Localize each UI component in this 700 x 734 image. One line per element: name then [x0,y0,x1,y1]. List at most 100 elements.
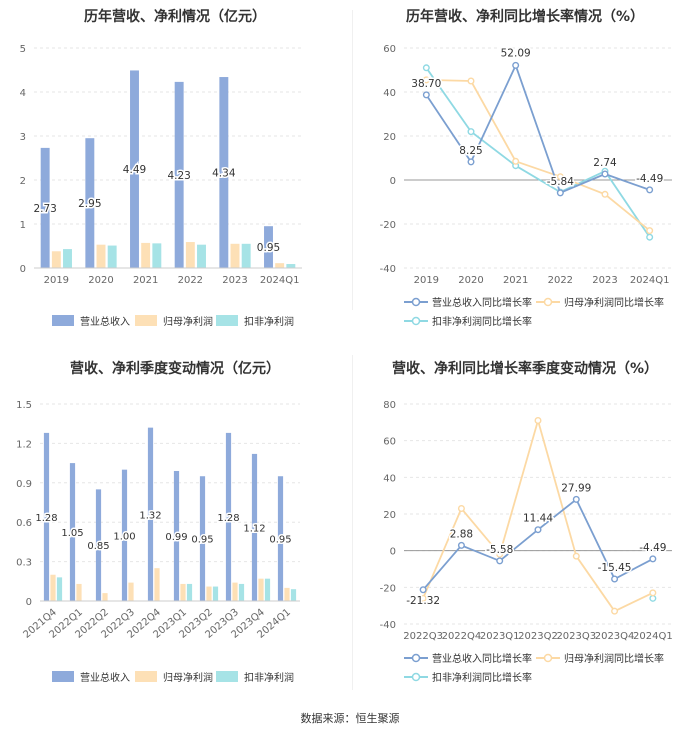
bar-归母净利润 [141,242,151,268]
series-point-归母净利润同比增长率 [534,416,542,424]
bar-归母净利润 [185,242,195,268]
annual-revenue-profit-chart: 历年营收、净利情况（亿元） 0 1 2 3 4 5 2019 2020 2021 2022 2023… [0,0,350,345]
data-label: 11.44 [523,513,553,525]
y-tick-label: 0 [20,264,26,275]
data-label: 2.95 [78,198,101,210]
bar-归母净利润 [96,244,106,268]
bar-扣非净利润 [197,244,206,268]
bar-营业总收入 [85,138,95,268]
bar-归母净利润 [275,263,285,268]
bar-扣非净利润 [212,586,219,601]
y-tick-label: 20 [383,132,396,143]
bar-营业总收入 [199,476,206,601]
y-tick-label: 80 [383,400,396,411]
x-tick-label: 2022 [178,275,203,286]
legend-marker [543,297,553,307]
y-tick-label: 1.2 [16,439,32,450]
x-tick-label: 2020 [458,275,483,286]
x-tick-label: 2022 [548,275,573,286]
x-tick-label: 2019 [44,275,69,286]
bar-扣非净利润 [264,578,271,601]
series-point-归母净利润同比增长率 [601,190,609,198]
series-point-归母净利润同比增长率 [419,594,427,602]
data-label: 1.12 [243,523,265,534]
series-point-归母净利润同比增长率 [611,607,619,615]
data-label: 1.32 [139,510,161,521]
series-point-归母净利润同比增长率 [556,173,564,181]
y-tick-label: 0 [390,176,396,187]
bar-归母净利润 [50,574,56,601]
chart-title: 历年营收、净利同比增长率情况（%） [405,9,645,25]
legend-swatch [52,671,74,682]
series-point-营业总收入同比增长率 [496,557,504,565]
series-point-营业总收入同比增长率 [422,91,430,99]
data-label: -21.32 [406,595,440,607]
legend-marker [411,297,421,307]
legend-marker [543,653,553,663]
y-tick-label: -20 [380,220,396,231]
series-point-营业总收入同比增长率 [572,495,580,503]
series-point-归母净利润同比增长率 [496,550,504,558]
bar-营业总收入 [121,469,128,601]
y-tick-label: 0.3 [16,558,32,569]
data-label: -4.49 [639,542,666,554]
bar-扣非净利润 [152,243,162,268]
series-point-营业总收入同比增长率 [457,541,465,549]
bar-营业总收入 [130,70,139,268]
data-label: 1.00 [113,531,135,542]
x-tick-label: 2023Q2 [518,631,558,642]
x-tick-label: 2023Q1 [480,631,520,642]
annual-growth-rate-svg: -40 -20 0 20 40 60 2019 2020 2021 2022 2023 2024Q1 3… [380,44,672,328]
series-point-营业总收入同比增长率 [419,586,427,594]
bar-营业总收入 [147,427,154,601]
y-tick-label: 1 [20,220,26,231]
x-tick-label: 2022Q3 [403,631,443,642]
x-tick-label: 2021 [133,275,158,286]
legend-label: 归母净利润 [163,315,213,328]
y-tick-label: 0.6 [16,518,32,529]
y-tick-label: 2 [20,176,26,187]
data-label: 4.49 [123,164,146,176]
series-line-营业总收入同比增长率 [425,63,651,195]
legend-swatch [216,315,238,326]
bar-营业总收入 [219,77,229,268]
bar-归母净利润 [128,582,134,601]
bar-归母净利润 [258,578,264,601]
y-tick-label: 60 [383,437,396,448]
data-label: 1.28 [217,513,239,524]
legend-label: 营业总收入同比增长率 [432,652,532,665]
legend-swatch [135,315,157,326]
y-tick-label: 40 [383,473,396,484]
y-tick-label: 0.9 [16,479,32,490]
bar-扣非净利润 [238,583,245,601]
legend-marker [411,316,421,326]
legend-label: 营业总收入 [80,315,130,328]
legend-label: 营业总收入 [80,671,130,684]
y-tick-label: 5 [20,44,26,55]
data-label: 2.74 [593,157,617,169]
bar-营业总收入 [264,226,273,268]
legend-swatch [52,315,74,326]
data-label: 27.99 [561,482,591,494]
data-label: 8.25 [459,145,482,157]
series-point-营业总收入同比增长率 [512,61,520,69]
x-tick-label: 2021 [503,275,528,286]
data-label: 2.88 [450,528,473,540]
data-label: 1.05 [61,528,83,539]
bar-营业总收入 [69,463,76,601]
y-tick-label: 60 [383,44,396,55]
series-point-营业总收入同比增长率 [646,186,654,194]
bar-扣非净利润 [286,264,296,268]
series-point-归母净利润同比增长率 [646,227,654,235]
quarterly-growth-rate-chart: 营收、净利同比增长率季度变动情况（%） -40 -20 0 20 40 60 80 2022Q… [350,350,700,700]
legend-label: 营业总收入同比增长率 [432,296,532,309]
bar-归母净利润 [76,583,82,601]
y-tick-label: -20 [380,583,396,594]
series-point-营业总收入同比增长率 [556,189,564,197]
series-point-扣非净利润同比增长率 [649,594,657,602]
series-point-营业总收入同比增长率 [611,575,619,583]
y-tick-label: 4 [20,88,26,99]
divider-bottom [352,355,353,690]
legend-swatch [135,671,157,682]
series-point-营业总收入同比增长率 [649,555,657,563]
